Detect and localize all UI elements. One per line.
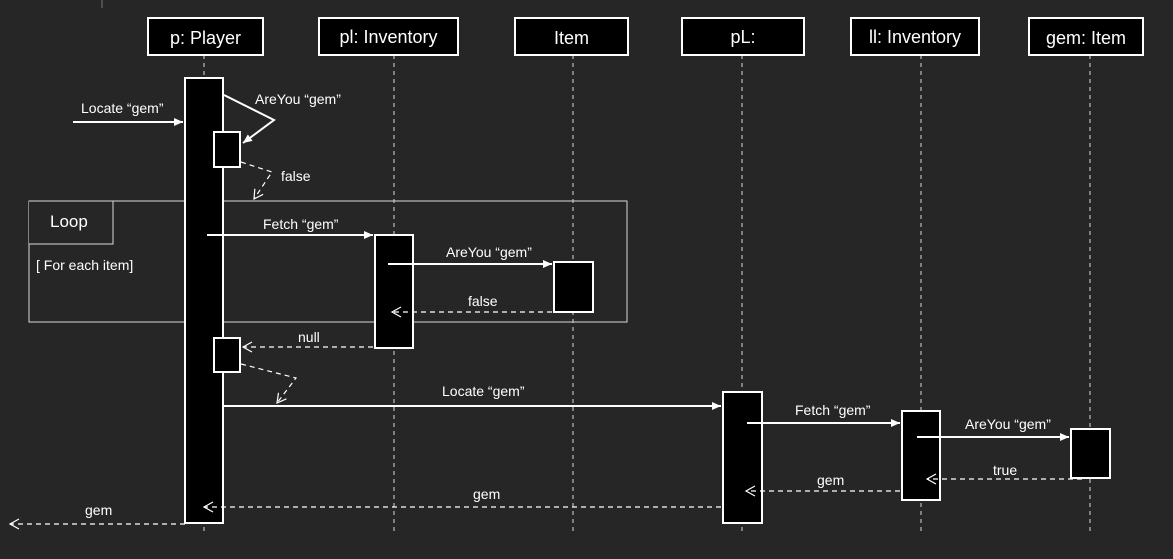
activation-pl-inventory [374,234,414,349]
participant-ll-inventory: ll: Inventory [850,17,980,56]
loop-title: Loop [50,212,88,231]
message-arrow-false-self [240,161,273,201]
message-label-fetch-1: Fetch “gem” [263,216,339,232]
activation-gem-item [1070,428,1111,479]
participant-label: Item [554,28,589,48]
message-label-locate-2: Locate “gem” [442,383,525,399]
message-arrow-areyou-self [223,94,276,144]
participant-label: gem: Item [1046,28,1126,48]
participant-pL: pL: [681,17,805,56]
activation-ll-inventory [901,410,941,501]
message-label-areyou-self: AreYou “gem” [255,91,341,107]
message-label-null: null [298,329,320,345]
loop-guard: [ For each item] [36,257,133,273]
activation-player-self-1 [213,131,241,168]
participant-gem-item: gem: Item [1028,17,1144,56]
message-label-fetch-2: Fetch “gem” [795,402,871,418]
message-label-areyou-gem: AreYou “gem” [965,416,1051,432]
activation-player-self-2 [213,337,241,373]
message-arrow-self-return-2 [240,363,298,404]
participant-label: p: Player [170,28,241,48]
message-label-false-self: false [281,168,311,184]
activation-pL [722,391,763,524]
participant-pl-inventory: pl: Inventory [318,17,459,56]
participant-label: pl: Inventory [339,27,437,47]
message-label-gem-to-player: gem [473,486,500,502]
participant-label: ll: Inventory [869,27,961,47]
message-label-gem-out: gem [85,502,112,518]
activation-item [553,261,594,313]
loop-fragment: Loop [ For each item] [28,200,628,323]
message-label-locate-1: Locate “gem” [81,100,164,116]
participant-player: p: Player [147,17,264,56]
participant-label: pL: [730,27,755,47]
participant-item: Item [514,17,629,56]
message-label-areyou-item: AreYou “gem” [446,244,532,260]
message-label-false-item: false [468,293,498,309]
message-label-true: true [993,462,1017,478]
message-label-gem-to-pL: gem [817,472,844,488]
